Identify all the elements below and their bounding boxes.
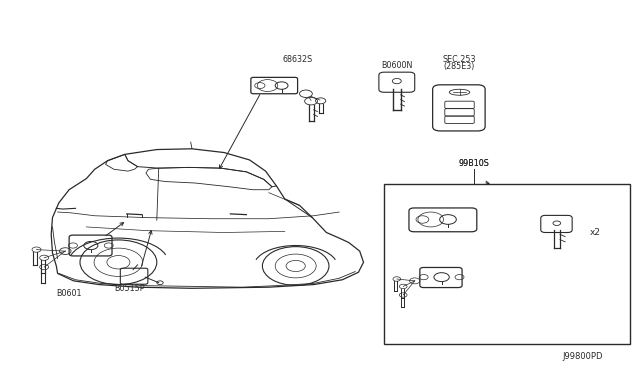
Text: (285E3): (285E3) xyxy=(444,62,476,71)
Text: 99B10S: 99B10S xyxy=(458,159,489,168)
Text: 99B10S: 99B10S xyxy=(458,159,489,168)
Text: B0515P: B0515P xyxy=(114,284,145,293)
Text: SEC.253: SEC.253 xyxy=(443,55,476,64)
Text: J99800PD: J99800PD xyxy=(562,352,603,361)
Text: B0601: B0601 xyxy=(56,289,82,298)
Bar xyxy=(384,184,630,344)
Text: x2: x2 xyxy=(589,228,601,237)
Text: B0600N: B0600N xyxy=(381,61,413,70)
Text: 68632S: 68632S xyxy=(282,55,313,64)
